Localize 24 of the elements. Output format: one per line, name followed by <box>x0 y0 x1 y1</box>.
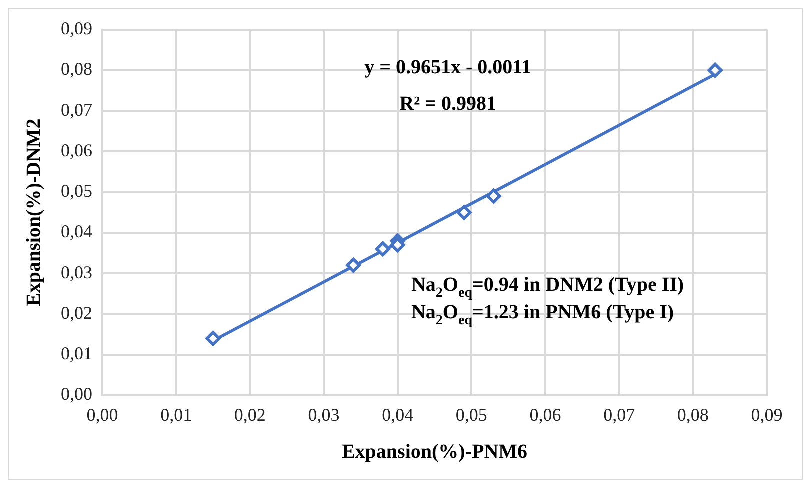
x-tick-label: 0,00 <box>86 404 118 425</box>
y-tick-label: 0,04 <box>61 222 92 242</box>
x-tick-label: 0,09 <box>751 404 783 425</box>
y-tick-label: 0,09 <box>61 18 92 39</box>
x-tick-label: 0,03 <box>308 404 340 425</box>
y-tick-label: 0,01 <box>61 344 92 364</box>
annotation: y = 0.9651x - 0.0011 <box>364 56 532 79</box>
x-tick-label: 0,07 <box>604 404 636 425</box>
y-tick-label: 0,03 <box>61 262 92 282</box>
annotation: R² = 0.9981 <box>400 93 496 116</box>
y-tick-label: 0,06 <box>61 140 92 160</box>
x-tick-label: 0,08 <box>677 404 709 425</box>
y-axis-title: Expansion(%)-DNM2 <box>23 118 46 306</box>
y-tick-label: 0,02 <box>61 302 92 323</box>
x-tick-label: 0,04 <box>382 404 414 425</box>
y-tick-label: 0,05 <box>61 181 92 202</box>
x-tick-label: 0,01 <box>160 404 192 425</box>
x-tick-label: 0,05 <box>456 404 488 425</box>
x-axis-title: Expansion(%)-PNM6 <box>342 441 528 464</box>
y-tick-label: 0,07 <box>61 100 92 120</box>
x-tick-label: 0,02 <box>234 404 266 425</box>
y-tick-label: 0,08 <box>61 59 92 80</box>
x-tick-label: 0,06 <box>530 404 562 425</box>
y-tick-label: 0,00 <box>61 384 92 404</box>
